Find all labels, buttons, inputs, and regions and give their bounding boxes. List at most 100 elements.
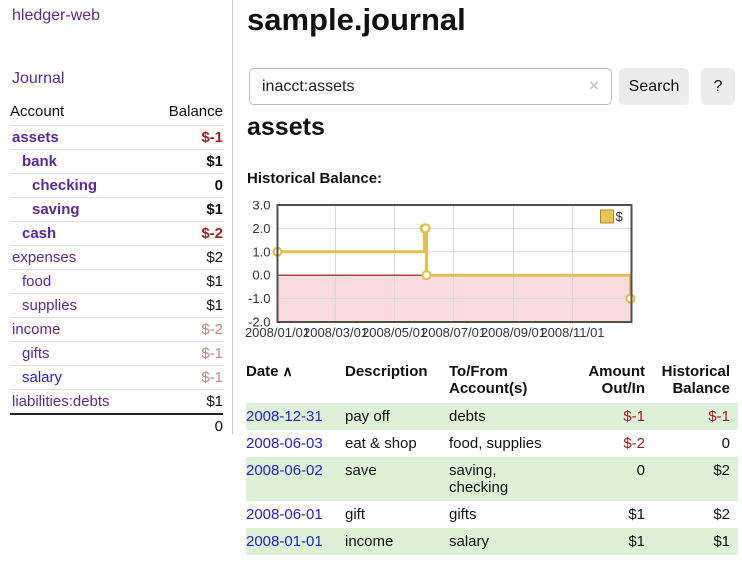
- transaction-amount: 0: [636, 462, 645, 479]
- transaction-amount: $1: [628, 533, 645, 550]
- svg-text:2008/05/01: 2008/05/01: [362, 325, 427, 340]
- account-link-expenses[interactable]: expenses: [12, 249, 77, 266]
- account-row: food $1: [10, 269, 223, 294]
- account-row: supplies $1: [10, 293, 223, 318]
- accounts-table: Account Balance assets $-1 bank $1 check…: [10, 101, 223, 438]
- account-row: cash $-2: [10, 221, 223, 246]
- account-balance: $1: [147, 149, 223, 174]
- transaction-accounts: gifts: [449, 506, 477, 523]
- account-link-supplies[interactable]: supplies: [22, 297, 78, 314]
- transaction-date-link[interactable]: 2008-06-01: [246, 506, 323, 523]
- account-balance: $1: [147, 197, 223, 222]
- help-button[interactable]: ?: [701, 68, 735, 105]
- chart-canvas: 3.0 2.0 1.0 0.0 -1.0 -2.02008/01/012008/03/01…: [245, 198, 636, 340]
- transaction-accounts: food, supplies: [449, 435, 542, 452]
- clear-search-icon[interactable]: ×: [589, 76, 599, 95]
- account-link-food[interactable]: food: [22, 273, 52, 290]
- accounts-table-header: Account Balance: [10, 101, 223, 126]
- account-link-bank[interactable]: bank: [22, 153, 58, 170]
- svg-text:2008/09/01: 2008/09/01: [481, 325, 546, 340]
- account-balance: $1: [147, 293, 223, 318]
- svg-text:2008/03/01: 2008/03/01: [303, 325, 368, 340]
- chart-section-label: Historical Balance:: [247, 170, 383, 187]
- register-row: 2008-12-31 pay off debts $-1 $-1: [246, 403, 738, 430]
- sidebar: hledger-web Journal Account Balance asse…: [0, 0, 233, 438]
- account-row: salary $-1: [10, 365, 223, 390]
- account-link-saving[interactable]: saving: [32, 201, 80, 218]
- accounts-total-row: 0: [10, 413, 223, 438]
- svg-text:2008/01/01: 2008/01/01: [245, 325, 310, 340]
- register-header-amount: Amount Out/In: [588, 363, 645, 397]
- transaction-description: save: [345, 462, 377, 479]
- transaction-date-link[interactable]: 2008-06-03: [246, 435, 323, 452]
- historical-balance-chart: 3.0 2.0 1.0 0.0 -1.0 -2.0 2008/01/01 2008/03/01…: [242, 198, 646, 346]
- account-balance: 0: [147, 173, 223, 198]
- transaction-description: gift: [345, 506, 366, 523]
- transaction-amount: $1: [628, 506, 645, 523]
- account-row: income $-2: [10, 317, 223, 342]
- transaction-date-link[interactable]: 2008-12-31: [246, 408, 323, 425]
- transaction-balance: $2: [713, 462, 730, 479]
- account-row: assets $-1: [10, 125, 223, 150]
- transaction-date-link[interactable]: 2008-01-01: [246, 533, 323, 550]
- account-balance: $-2: [147, 221, 223, 246]
- account-link-liabilities-debts[interactable]: liabilities:debts: [12, 393, 110, 410]
- accounts-header-balance: Balance: [168, 103, 223, 120]
- transaction-description: eat & shop: [345, 435, 417, 452]
- search-button[interactable]: Search: [619, 68, 689, 105]
- account-heading: assets: [247, 113, 325, 141]
- transaction-date-link[interactable]: 2008-06-02: [246, 462, 323, 479]
- register-header-balance: Historical Balance: [661, 363, 730, 397]
- account-link-cash[interactable]: cash: [22, 225, 57, 242]
- transaction-balance: $2: [713, 506, 730, 523]
- accounts-total-value: 0: [147, 413, 223, 438]
- account-row: liabilities:debts $1: [10, 389, 223, 414]
- search-input[interactable]: [249, 68, 612, 105]
- account-row: bank $1: [10, 149, 223, 174]
- sort-ascending-icon: ∧: [282, 363, 293, 379]
- register-header-accounts: To/From Account(s): [449, 363, 528, 397]
- sidebar-item-journal[interactable]: Journal: [12, 70, 65, 87]
- page-title: sample.journal: [247, 2, 466, 37]
- account-row: gifts $-1: [10, 341, 223, 366]
- account-link-checking[interactable]: checking: [32, 177, 98, 194]
- app-title-link[interactable]: hledger-web: [12, 7, 101, 24]
- account-balance: $-1: [147, 365, 223, 390]
- account-row: expenses $2: [10, 245, 223, 270]
- account-link-income[interactable]: income: [12, 321, 61, 338]
- svg-text:0.0: 0.0: [252, 268, 270, 283]
- transaction-description: income: [345, 533, 394, 550]
- svg-text:-2.0: -2.0: [248, 315, 270, 330]
- account-link-salary[interactable]: salary: [22, 369, 63, 386]
- register-row: 2008-06-01 gift gifts $1 $2: [246, 501, 738, 528]
- account-row: saving $1: [10, 197, 223, 222]
- account-balance: $1: [147, 269, 223, 294]
- register-row: 2008-06-03 eat & shop food, supplies $-2…: [246, 430, 738, 457]
- svg-text:2.0: 2.0: [252, 221, 270, 236]
- svg-text:$: $: [616, 209, 624, 224]
- transaction-balance: 0: [721, 435, 730, 452]
- accounts-header-account: Account: [10, 103, 65, 120]
- account-balance: $-1: [147, 341, 223, 366]
- account-balance: $-1: [147, 125, 223, 150]
- account-row: checking 0: [10, 173, 223, 198]
- register-header-row: Date ∧ Description To/From Account(s) Amo…: [246, 361, 738, 403]
- account-link-assets[interactable]: assets: [12, 129, 59, 146]
- account-balance: $1: [147, 389, 223, 414]
- svg-text:1.0: 1.0: [252, 244, 270, 259]
- account-balance: $2: [147, 245, 223, 270]
- transaction-amount: $-1: [623, 408, 645, 425]
- transaction-accounts: debts: [449, 408, 486, 425]
- svg-text:2008/11/01: 2008/11/01: [540, 325, 604, 340]
- svg-text:2008/07/01: 2008/07/01: [421, 325, 486, 340]
- register-header-date[interactable]: Date ∧: [246, 363, 293, 380]
- transaction-amount: $-2: [623, 435, 645, 452]
- transaction-description: pay off: [345, 408, 390, 425]
- svg-text:3.0: 3.0: [252, 201, 270, 213]
- account-link-gifts[interactable]: gifts: [22, 345, 50, 362]
- svg-text:-1.0: -1.0: [248, 291, 270, 306]
- account-balance: $-2: [147, 317, 223, 342]
- register-header-description: Description: [345, 363, 428, 380]
- register-row: 2008-01-01 income salary $1 $1: [246, 528, 738, 555]
- transaction-balance: $-1: [708, 408, 730, 425]
